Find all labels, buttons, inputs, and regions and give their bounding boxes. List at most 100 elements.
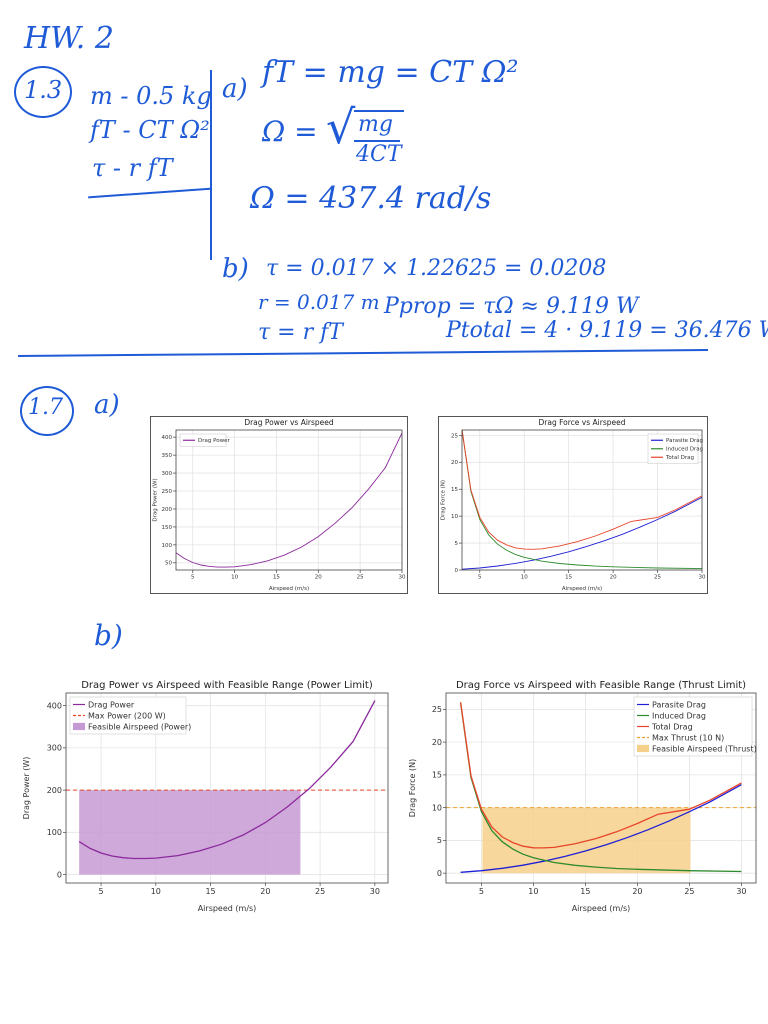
x-tick-label: 20: [260, 887, 270, 896]
x-tick-label: 20: [632, 887, 642, 896]
plot-frame: [175, 429, 403, 571]
chart-svg: Drag Power vs Airspeed with Feasible Ran…: [22, 680, 389, 913]
y-tick-label: 200: [47, 786, 62, 795]
x-tick-label: 10: [521, 575, 528, 581]
plot-frame: [461, 429, 703, 571]
y-tick-label: 350: [162, 453, 173, 459]
x-tick-label: 25: [684, 887, 694, 896]
problem-1-3-label: 1.3: [24, 76, 63, 104]
x-axis-label: Airspeed (m/s): [562, 586, 602, 592]
y-tick-label: 300: [47, 744, 62, 753]
chart-drag-power: Drag Power vs Airspeed 5 10 15 20 25 30 50 100 15…: [150, 416, 408, 594]
eq-omega-denominator: 4CT: [356, 142, 402, 167]
x-tick-label: 30: [370, 887, 380, 896]
y-tick-label: 10: [432, 803, 442, 812]
series-line: [461, 429, 703, 550]
y-tick-label: 25: [451, 433, 458, 439]
y-tick-label: 15: [432, 771, 442, 780]
given-torque: τ - r fT: [92, 154, 173, 182]
series-line: [78, 700, 376, 860]
x-tick-label: 25: [654, 575, 661, 581]
page-header: HW. 2: [24, 21, 114, 56]
chart-title: Drag Power vs Airspeed: [244, 418, 334, 427]
eq-torque-def: τ = r fT: [258, 320, 343, 345]
y-tick-label: 400: [47, 701, 62, 710]
x-tick-label: 15: [205, 887, 215, 896]
series-line: [460, 784, 742, 873]
chart-svg: Drag Force vs Airspeed 5 10 15 20 25 30 0 5 10 15 2…: [438, 416, 708, 594]
fraction-bar: [354, 140, 400, 142]
x-tick-label: 10: [151, 887, 161, 896]
legend-swatch: [73, 722, 85, 731]
eq-omega-lhs: Ω =: [262, 115, 318, 148]
eq-thrust-balance: fT = mg = CT Ω²: [262, 55, 519, 90]
legend-label: Max Thrust (10 N): [652, 733, 724, 742]
x-tick-label: 5: [479, 887, 484, 896]
given-mass: m - 0.5 kg: [90, 82, 212, 110]
y-tick-label: 20: [451, 460, 458, 466]
legend-label: Parasite Drag: [652, 700, 706, 709]
x-tick-label: 30: [399, 575, 406, 581]
chart-drag-force: Drag Force vs Airspeed 5 10 15 20 25 30 0 5 10 15 2…: [438, 416, 708, 594]
chart-power-feasible: Drag Power vs Airspeed with Feasible Ran…: [20, 673, 394, 915]
legend-label: Feasible Airspeed (Power): [88, 722, 191, 731]
y-tick-label: 50: [165, 561, 172, 567]
y-tick-label: 5: [437, 836, 442, 845]
legend-box: [69, 696, 187, 735]
chart-title: Drag Force vs Airspeed: [539, 418, 626, 427]
x-tick-label: 15: [580, 887, 590, 896]
problem-1-3-circle: [14, 66, 72, 118]
x-tick-label: 30: [699, 575, 706, 581]
series-line: [461, 429, 703, 570]
eq-prop-power: Pprop = τΩ ≈ 9.119 W: [384, 294, 639, 319]
x-tick-label: 15: [273, 575, 280, 581]
y-axis-label: Drag Force (N): [441, 480, 447, 520]
given-divider: [210, 70, 212, 260]
y-tick-label: 0: [57, 870, 62, 879]
chart-title: Drag Force vs Airspeed with Feasible Ran…: [456, 680, 746, 691]
sqrt-bar: [354, 110, 404, 112]
x-tick-label: 15: [565, 575, 572, 581]
y-tick-label: 20: [432, 738, 442, 747]
part-b-marker: b): [222, 254, 249, 284]
y-axis-label: Drag Force (N): [408, 759, 417, 817]
eq-omega-numerator: mg: [358, 112, 393, 137]
eq-total-power: Ptotal = 4 · 9.119 = 36.476 W: [446, 318, 768, 343]
plot-frame: [65, 692, 389, 884]
legend-label: Induced Drag: [652, 711, 706, 720]
part-a-marker: a): [222, 74, 248, 104]
x-tick-label: 20: [315, 575, 322, 581]
eq-torque-value: τ = 0.017 × 1.22625 = 0.0208: [266, 256, 607, 281]
x-tick-label: 25: [357, 575, 364, 581]
x-tick-label: 5: [478, 575, 482, 581]
x-tick-label: 25: [315, 887, 325, 896]
y-tick-label: 15: [451, 487, 458, 493]
legend-label: Parasite Drag: [666, 438, 703, 444]
y-tick-label: 10: [451, 514, 458, 520]
x-axis-label: Airspeed (m/s): [198, 904, 257, 913]
chart-thrust-feasible: Drag Force vs Airspeed with Feasible Ran…: [406, 673, 762, 915]
y-tick-label: 25: [432, 705, 442, 714]
chart-svg: Drag Power vs Airspeed 5 10 15 20 25 30 50 100 15…: [150, 416, 408, 594]
series-line: [175, 432, 403, 568]
x-axis-label: Airspeed (m/s): [269, 586, 309, 592]
x-tick-label: 10: [231, 575, 238, 581]
legend-label: Total Drag: [651, 722, 693, 731]
y-tick-label: 400: [162, 435, 173, 441]
y-axis-label: Drag Power (W): [153, 478, 159, 521]
given-thrust: fT - CT Ω²: [90, 116, 210, 144]
given-underline: [88, 187, 212, 199]
section-divider: [18, 348, 708, 358]
problem-1-7-label: 1.7: [28, 395, 63, 420]
feasible-region: [79, 790, 301, 875]
eq-radius: r = 0.017 m: [258, 290, 380, 314]
legend-label: Feasible Airspeed (Thrust): [652, 744, 757, 753]
y-axis-label: Drag Power (W): [22, 757, 31, 820]
legend-label: Induced Drag: [666, 447, 703, 453]
chart-svg: Drag Force vs Airspeed with Feasible Ran…: [408, 680, 757, 913]
legend-label: Total Drag: [665, 455, 694, 461]
series-line: [459, 702, 742, 849]
legend-label: Drag Power: [198, 438, 230, 444]
y-tick-label: 0: [437, 869, 442, 878]
x-axis-label: Airspeed (m/s): [572, 904, 631, 913]
